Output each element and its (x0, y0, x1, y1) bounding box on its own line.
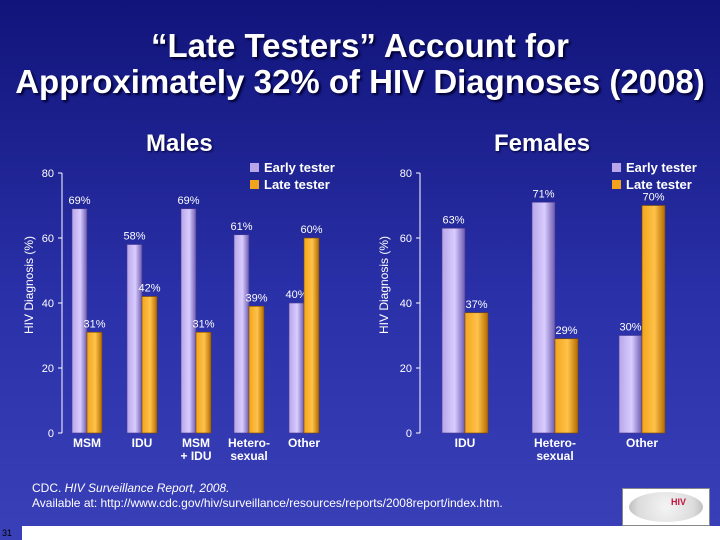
males-bar-early (180, 208, 197, 434)
females-bar-late (641, 205, 666, 434)
males-bar-late (303, 237, 320, 434)
males-bar-late (195, 331, 212, 434)
males-data-label: 61% (230, 221, 252, 233)
citation-prefix: CDC. (32, 481, 65, 495)
males-data-label: 69% (68, 195, 90, 207)
males-y-tick-label: 40 (42, 298, 54, 310)
males-data-label: 58% (123, 231, 145, 243)
females-data-label: 29% (555, 325, 577, 337)
footer-bar (22, 526, 720, 540)
slide-title: “Late Testers” Account for Approximately… (0, 28, 720, 100)
females-data-label: 70% (642, 192, 664, 204)
males-category-label: IDU (132, 436, 153, 450)
males-panel-title: Males (146, 130, 213, 157)
males-y-tick-label: 0 (48, 428, 54, 440)
females-data-label: 30% (619, 322, 641, 334)
females-y-tick-label: 0 (406, 428, 412, 440)
logo-hiv-text: HIV (671, 497, 687, 507)
females-data-label: 37% (465, 299, 487, 311)
males-legend-swatch (250, 180, 259, 189)
females-y-tick-label: 60 (400, 233, 412, 245)
females-y-tick-label: 40 (400, 298, 412, 310)
title-line-2: Approximately 32% of HIV Diagnoses (2008… (15, 63, 705, 100)
males-data-label: 69% (177, 195, 199, 207)
logo-circle (629, 492, 703, 522)
males-bar-early (126, 244, 143, 434)
males-category-label: MSM (73, 436, 101, 450)
females-bar-early (531, 201, 556, 434)
awareness-logo-icon: HIV (622, 488, 710, 526)
females-y-tick-label: 80 (400, 168, 412, 180)
males-data-label: 39% (245, 292, 267, 304)
males-legend-swatch (250, 163, 259, 172)
females-category-label: Other (626, 436, 658, 450)
slide-number: 31 (2, 528, 13, 538)
females-bar-late (554, 338, 579, 434)
males-data-label: 42% (138, 283, 160, 295)
females-legend-label: Late tester (626, 177, 692, 192)
males-category-label: sexual (230, 449, 267, 463)
females-data-label: 63% (442, 214, 464, 226)
title-line-1: “Late Testers” Account for (150, 27, 570, 64)
males-bar-late (86, 331, 103, 434)
males-category-label: + IDU (180, 449, 211, 463)
males-bar-early (71, 208, 88, 434)
males-bar-late (141, 296, 158, 434)
females-bar-early (618, 335, 643, 434)
males-y-tick-label: 60 (42, 233, 54, 245)
males-category-label: Other (288, 436, 320, 450)
citation-url[interactable]: Available at: http://www.cdc.gov/hiv/sur… (32, 496, 503, 510)
males-data-label: 31% (83, 318, 105, 330)
females-legend-label: Early tester (626, 160, 697, 175)
females-data-label: 71% (532, 188, 554, 200)
females-legend-swatch (612, 163, 621, 172)
males-bar-early (288, 302, 305, 434)
females-bar-early (441, 227, 466, 434)
males-y-tick-label: 20 (42, 363, 54, 375)
females-category-label: IDU (455, 436, 476, 450)
males-legend-label: Early tester (264, 160, 335, 175)
males-y-axis-label: HIV Diagnosis (%) (22, 236, 36, 334)
males-bar-late (248, 305, 265, 434)
males-category-label: MSM (182, 436, 210, 450)
males-category-label: Hetero- (228, 436, 270, 450)
citation-report-title: HIV Surveillance Report, 2008. (64, 481, 230, 495)
females-y-axis-label: HIV Diagnosis (%) (377, 236, 391, 334)
females-bar-late (464, 312, 489, 434)
females-panel-title: Females (494, 130, 591, 157)
males-legend-label: Late tester (264, 177, 330, 192)
females-category-label: sexual (536, 449, 573, 463)
males-data-label: 31% (192, 318, 214, 330)
females-legend-swatch (612, 180, 621, 189)
males-bar-early (233, 234, 250, 434)
citation: CDC. HIV Surveillance Report, 2008. Avai… (32, 481, 503, 511)
females-category-label: Hetero- (534, 436, 576, 450)
females-y-tick-label: 20 (400, 363, 412, 375)
males-data-label: 60% (300, 224, 322, 236)
males-data-label: 40% (285, 289, 307, 301)
males-y-tick-label: 80 (42, 168, 54, 180)
